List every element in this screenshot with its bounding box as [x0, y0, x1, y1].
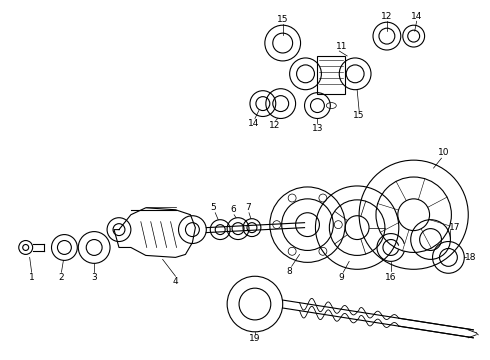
- Text: 6: 6: [230, 205, 236, 214]
- Text: 9: 9: [339, 273, 344, 282]
- Text: 11: 11: [336, 41, 347, 50]
- Text: 5: 5: [210, 203, 216, 212]
- Bar: [318, 56, 345, 94]
- Text: 17: 17: [449, 223, 460, 232]
- Text: 14: 14: [248, 119, 260, 128]
- Text: 1: 1: [29, 273, 34, 282]
- Text: 12: 12: [381, 12, 392, 21]
- Text: 15: 15: [353, 111, 365, 120]
- Text: 14: 14: [411, 12, 422, 21]
- Text: 3: 3: [91, 273, 97, 282]
- Text: 18: 18: [465, 253, 476, 262]
- Text: 8: 8: [287, 267, 293, 276]
- Text: 13: 13: [312, 124, 323, 133]
- Text: 2: 2: [59, 273, 64, 282]
- Text: 4: 4: [173, 277, 178, 286]
- Text: 7: 7: [245, 203, 251, 212]
- Text: 16: 16: [385, 273, 396, 282]
- Text: 10: 10: [438, 148, 449, 157]
- Text: 15: 15: [277, 15, 289, 24]
- Text: 19: 19: [249, 334, 261, 343]
- Text: 12: 12: [269, 121, 280, 130]
